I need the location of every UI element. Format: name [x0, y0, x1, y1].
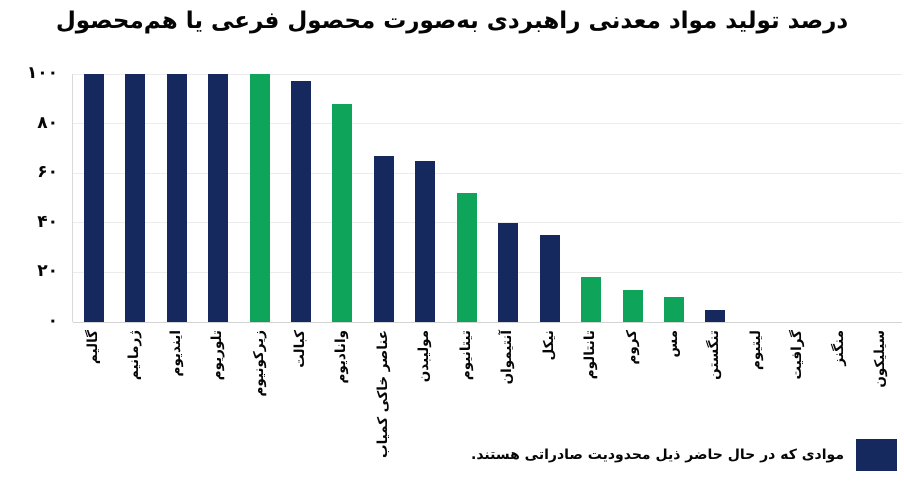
chart-title: درصد تولید مواد معدنی راهبردی به‌صورت مح…	[55, 8, 849, 34]
x-axis-label: تلوریوم	[209, 330, 226, 381]
x-axis-label: ایندیوم	[167, 330, 184, 377]
gridline	[73, 271, 902, 273]
x-axis-label: کروم	[623, 330, 640, 365]
bar	[415, 160, 436, 322]
bar	[373, 155, 394, 322]
bar	[498, 222, 519, 322]
x-axis-label: سیلیکون	[872, 330, 889, 388]
bar	[622, 289, 643, 322]
x-axis-label: گالیم	[84, 330, 101, 365]
bar	[290, 81, 311, 322]
y-tick-label: ۲۰	[37, 261, 58, 282]
x-axis-label: تنگستن	[706, 330, 723, 380]
bar	[125, 74, 146, 322]
x-axis-label: وانادیوم	[333, 330, 350, 384]
legend-label: موادی که در حال حاضر ذیل محدودیت صادراتی…	[471, 447, 844, 463]
y-tick-label: ۶۰	[37, 162, 58, 183]
bar	[166, 74, 187, 322]
y-tick-label: ۰	[47, 311, 58, 331]
x-axis-label: گرافیت	[789, 330, 806, 380]
y-tick-label: ۸۰	[37, 112, 58, 133]
bar	[705, 309, 726, 322]
x-axis-label: زیرکونیوم	[250, 330, 267, 397]
bar	[249, 74, 270, 322]
x-axis-label: مس	[665, 330, 682, 358]
y-tick-label: ۱۰۰	[26, 63, 58, 83]
x-axis-baseline	[73, 321, 902, 323]
x-axis-label: نیکل	[540, 330, 557, 361]
bar	[456, 193, 477, 322]
x-axis-label: آنتیموان	[499, 330, 516, 385]
x-axis-label: مولیبدن	[416, 330, 433, 383]
bar	[581, 277, 602, 322]
x-axis-label: عناصر خاکی کمیاب	[374, 330, 391, 458]
x-axis-label: کبالت	[291, 330, 308, 368]
bar	[208, 74, 229, 322]
x-axis-label: منگنز	[830, 330, 847, 366]
legend-swatch	[856, 439, 897, 471]
gridline	[73, 222, 902, 224]
x-axis-label: ژرمانیم	[126, 330, 143, 381]
gridline	[73, 73, 902, 75]
x-axis-label: تیتانیوم	[457, 330, 474, 381]
gridline	[73, 172, 902, 174]
x-axis-label: لیتیوم	[747, 330, 764, 370]
y-tick-label: ۴۰	[37, 211, 58, 232]
bar	[539, 235, 560, 322]
x-axis-label: تانتالوم	[582, 330, 599, 380]
gridline	[73, 123, 902, 125]
bar	[664, 297, 685, 322]
plot-area	[72, 73, 902, 323]
bar	[332, 103, 353, 322]
bar	[83, 74, 104, 322]
